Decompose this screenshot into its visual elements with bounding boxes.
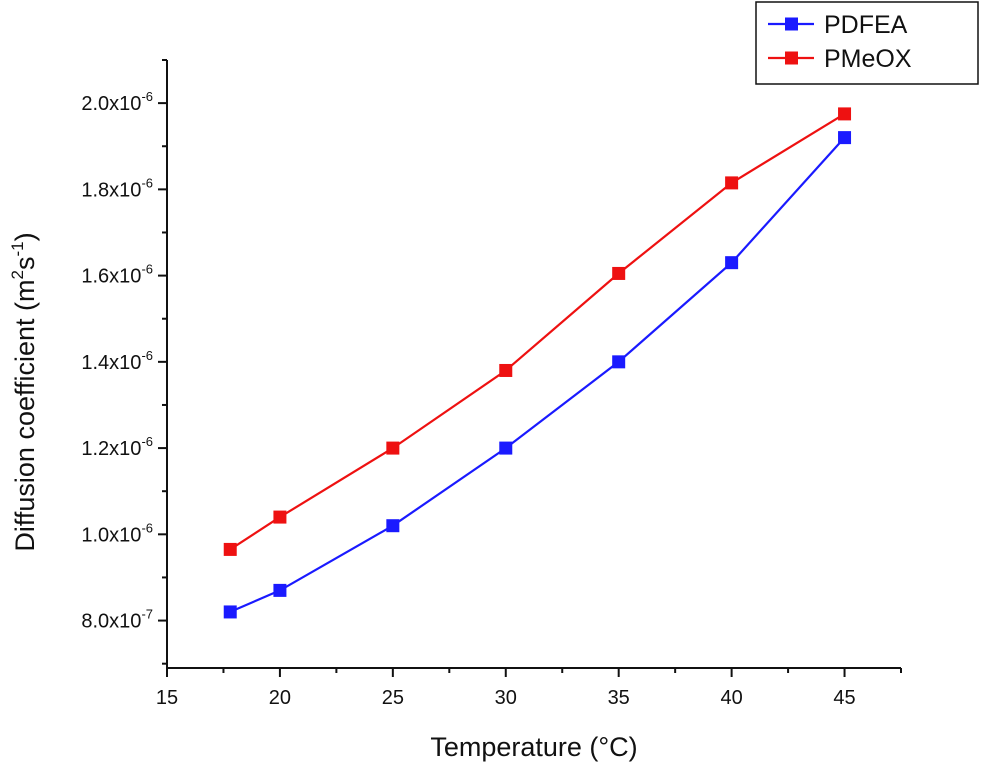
y-axis-title-mid: s (10, 257, 40, 271)
pmeox-point (838, 107, 852, 121)
pmeox-point (612, 266, 626, 280)
pmeox-line (229, 112, 846, 551)
legend-marker-pmeox (785, 51, 798, 65)
x-tick-label: 20 (269, 687, 291, 709)
y-axis-title-sup1: 2 (8, 270, 27, 279)
y-tick-label: 1.4x10-6 (81, 348, 153, 374)
x-axis-title: Temperature (°C) (430, 732, 637, 762)
pmeox-point (499, 363, 513, 377)
y-tick-label: 2.0x10-6 (81, 89, 153, 115)
legend-label-pmeox: PMeOX (824, 45, 912, 73)
pmeox-point (223, 542, 237, 556)
y-tick-label: 1.8x10-6 (81, 175, 153, 201)
legend-label-pdfea: PDFEA (824, 11, 908, 39)
pdfea-point (725, 256, 739, 270)
y-axis-title: Diffusion coefficient (m2s-1) (8, 232, 40, 551)
pdfea-point (386, 519, 400, 533)
y-tick-label: 1.6x10-6 (81, 262, 153, 288)
pdfea-point (499, 441, 513, 455)
pmeox-point (725, 176, 739, 190)
axes: 15 20 25 30 35 40 45 8.0x10-7 1.0x10-6 1.2x10-6 1.… (81, 59, 902, 709)
axis-titles: Temperature (°C) Diffusion coefficient (… (8, 232, 638, 762)
pdfea-line (229, 136, 846, 613)
pmeox-point (273, 510, 287, 524)
y-axis-title-end: ) (10, 232, 40, 241)
y-tick-label: 8.0x10-7 (81, 607, 153, 633)
x-tick-label: 25 (382, 687, 404, 709)
pmeox-point (386, 441, 400, 455)
pdfea-point (223, 605, 237, 619)
y-axis-title-sup2: -1 (8, 241, 27, 256)
y-axis-title-base: Diffusion coefficient (m (10, 279, 40, 551)
y-tick-label: 1.0x10-6 (81, 520, 153, 546)
x-tick-label: 15 (156, 687, 178, 709)
x-tick-label: 30 (495, 687, 517, 709)
x-tick-label: 40 (720, 687, 742, 709)
legend-box (755, 1, 979, 85)
x-tick-label: 45 (833, 687, 855, 709)
pdfea-point (612, 355, 626, 369)
legend: PDFEA PMeOX (755, 1, 979, 85)
y-tick-label: 1.2x10-6 (81, 434, 153, 460)
pdfea-point (273, 583, 287, 597)
legend-marker-pdfea (785, 17, 798, 31)
pdfea-point (838, 131, 852, 145)
x-tick-label: 35 (608, 687, 630, 709)
plot-series (223, 107, 852, 619)
